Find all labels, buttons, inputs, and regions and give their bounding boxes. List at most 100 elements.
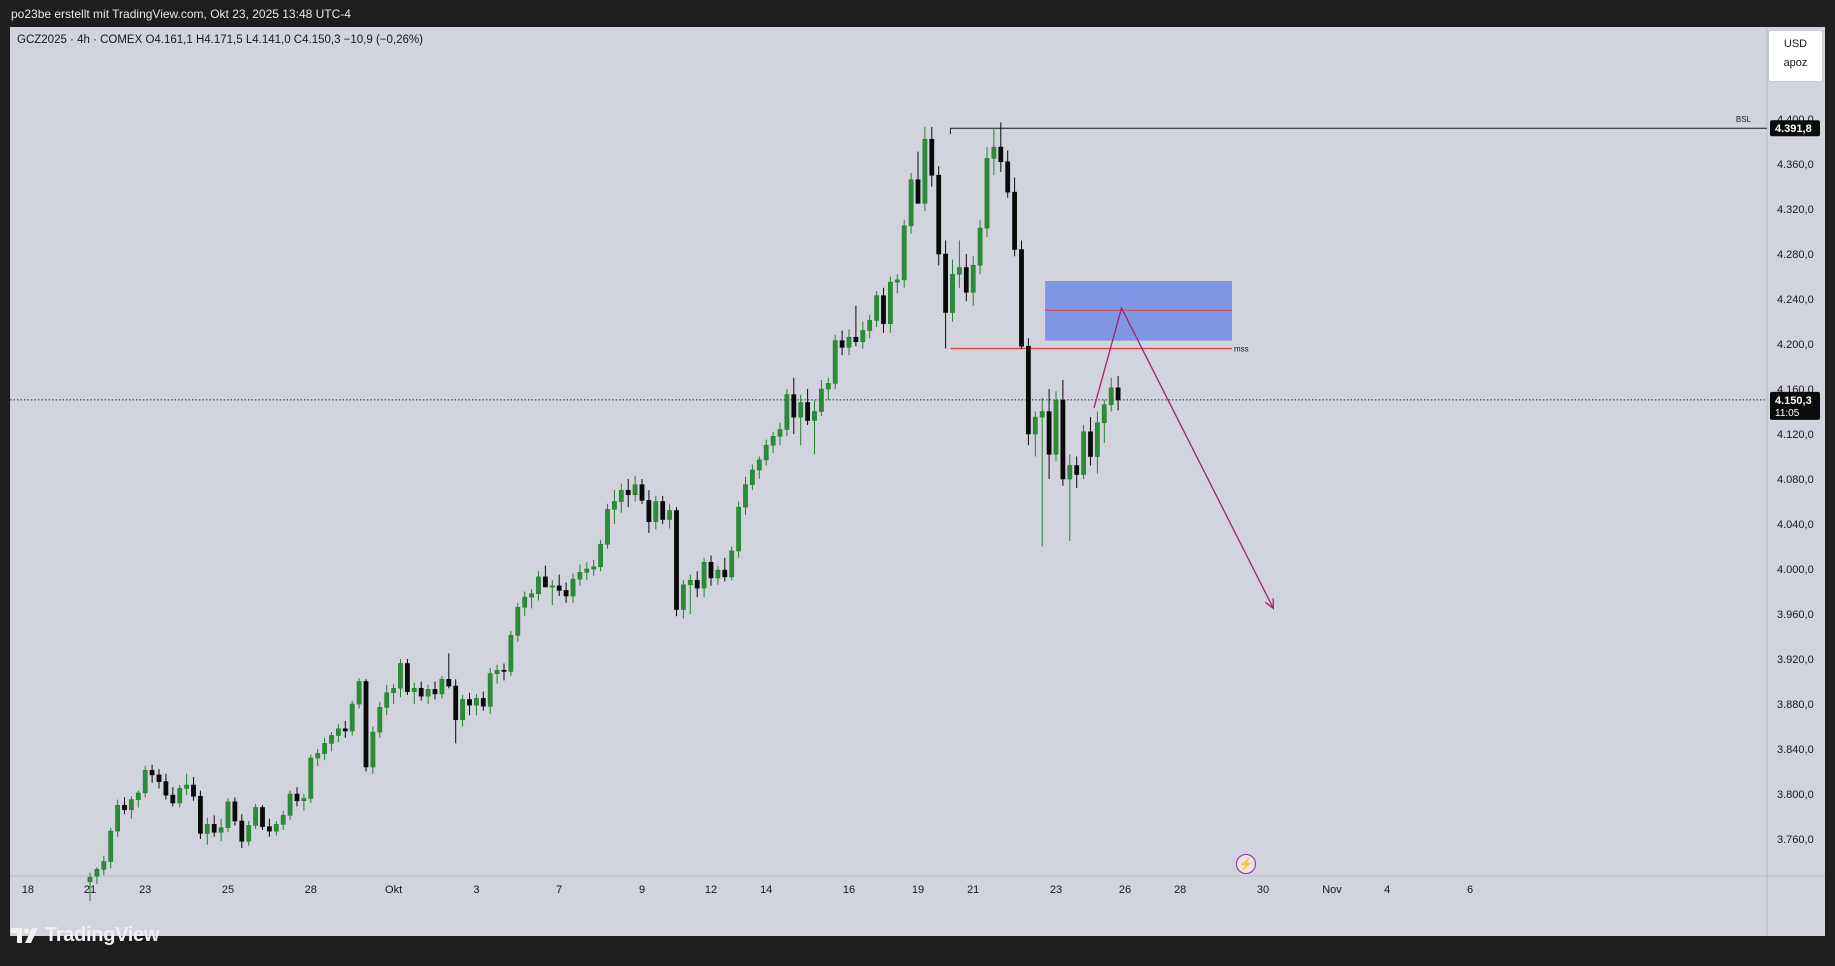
- candle-body: [1012, 191, 1017, 250]
- bsl-price-tag-label: 4.391,8: [1775, 123, 1812, 135]
- candle-body: [94, 869, 100, 877]
- candle-body: [404, 663, 410, 692]
- x-tick-label: 16: [843, 884, 855, 896]
- candle-body: [1019, 249, 1024, 347]
- lightning-icon[interactable]: ⚡: [1236, 854, 1256, 874]
- footer-bar: [0, 936, 1835, 966]
- candle-body: [473, 698, 479, 706]
- x-tick-label: 9: [639, 884, 645, 896]
- candle-body: [273, 824, 279, 832]
- projection-path[interactable]: [1093, 306, 1274, 609]
- x-tick-label: 6: [1467, 884, 1473, 896]
- candle-body: [1108, 387, 1114, 406]
- candle-body: [618, 489, 624, 502]
- candle-body: [701, 561, 707, 589]
- candle-body: [1060, 399, 1066, 480]
- candle-body: [694, 579, 700, 589]
- candle-body: [977, 227, 983, 266]
- candle-body: [653, 501, 659, 523]
- order-block-zone[interactable]: [1045, 281, 1232, 341]
- candle-body: [715, 569, 721, 579]
- candle-body: [494, 669, 500, 674]
- y-tick-label: 4.000,0: [1777, 564, 1814, 576]
- y-tick-label: 4.280,0: [1777, 249, 1814, 261]
- x-tick-label: 28: [305, 884, 317, 896]
- candle-body: [598, 543, 603, 568]
- x-tick-label: Nov: [1322, 884, 1342, 896]
- candle-body: [984, 158, 990, 229]
- tradingview-logo[interactable]: TradingView: [11, 924, 159, 947]
- candle-body: [991, 146, 997, 159]
- candle-body: [784, 394, 790, 430]
- candle-body: [777, 429, 783, 437]
- currency-label: USD: [1783, 38, 1808, 50]
- candle-body: [611, 501, 617, 510]
- candle-body: [832, 340, 838, 384]
- candle-body: [1081, 431, 1086, 475]
- candle-body: [142, 770, 148, 794]
- candle-body: [211, 824, 217, 833]
- y-tick-label: 3.880,0: [1777, 699, 1814, 711]
- candle-body: [791, 394, 797, 418]
- candle-body: [411, 687, 417, 692]
- candle-body: [266, 826, 272, 832]
- chart-area[interactable]: 3.760,0 3.800,0 3.840,0 3.880,0 3.920,0 3.960…: [10, 27, 1825, 936]
- candle-body: [770, 435, 776, 446]
- candle-body: [542, 576, 548, 588]
- candle-body: [122, 804, 127, 811]
- candle-body: [956, 267, 962, 275]
- candle-body: [680, 584, 686, 610]
- candle-body: [1046, 411, 1052, 455]
- x-tick-label: Okt: [385, 884, 402, 896]
- candle-body: [660, 501, 666, 520]
- candle-body: [839, 340, 845, 348]
- chart-canvas[interactable]: 3.760,0 3.800,0 3.840,0 3.880,0 3.920,0 3.960…: [10, 27, 1825, 936]
- candle-body: [1025, 345, 1031, 435]
- y-tick-label: 4.240,0: [1777, 294, 1814, 306]
- y-tick-label: 4.080,0: [1777, 474, 1814, 486]
- candle-body: [929, 138, 935, 176]
- bsl-label: BSL: [1736, 115, 1752, 124]
- candle-body: [605, 509, 610, 545]
- currency-unit-box[interactable]: USD apoz: [1768, 30, 1823, 82]
- projection-arrowhead: [1265, 598, 1275, 610]
- candle-body: [301, 798, 307, 802]
- candle-body: [646, 500, 652, 523]
- candle-body: [1039, 411, 1045, 418]
- candle-body: [674, 510, 679, 610]
- candle-body: [149, 770, 155, 776]
- candle-body: [425, 689, 431, 697]
- tradingview-logo-text: TradingView: [45, 924, 160, 946]
- candle-body: [639, 484, 645, 501]
- candle-body: [1074, 465, 1080, 475]
- candle-body: [577, 572, 583, 580]
- candle-body: [198, 795, 203, 834]
- candle-body: [667, 510, 672, 520]
- candle-body: [480, 698, 486, 707]
- candle-body: [922, 138, 928, 204]
- candle-body: [743, 484, 748, 508]
- candle-body: [936, 174, 942, 255]
- candle-body: [632, 484, 638, 496]
- candle-body: [1032, 416, 1038, 435]
- candle-body: [570, 578, 576, 597]
- candle-body: [218, 827, 224, 833]
- bsl-price-tag: [1770, 120, 1820, 137]
- candle-body: [860, 330, 866, 343]
- mss-label: mss: [1234, 345, 1249, 354]
- candle-body: [915, 179, 921, 204]
- candle-body: [1101, 404, 1107, 424]
- candle-body: [335, 728, 341, 736]
- y-tick-label: 4.040,0: [1777, 519, 1814, 531]
- candle-body: [363, 681, 369, 768]
- candle-body: [377, 707, 383, 733]
- x-tick-label: 25: [222, 884, 234, 896]
- candle-body: [170, 794, 176, 804]
- x-tick-label: 4: [1384, 884, 1390, 896]
- bar-countdown-label: 11:05: [1775, 408, 1800, 419]
- attribution-bar: po23be erstellt mit TradingView.com, Okt…: [0, 0, 1835, 27]
- candle-body: [115, 804, 120, 832]
- x-tick-label: 19: [912, 884, 924, 896]
- candle-body: [294, 793, 300, 802]
- candle-body: [246, 825, 252, 842]
